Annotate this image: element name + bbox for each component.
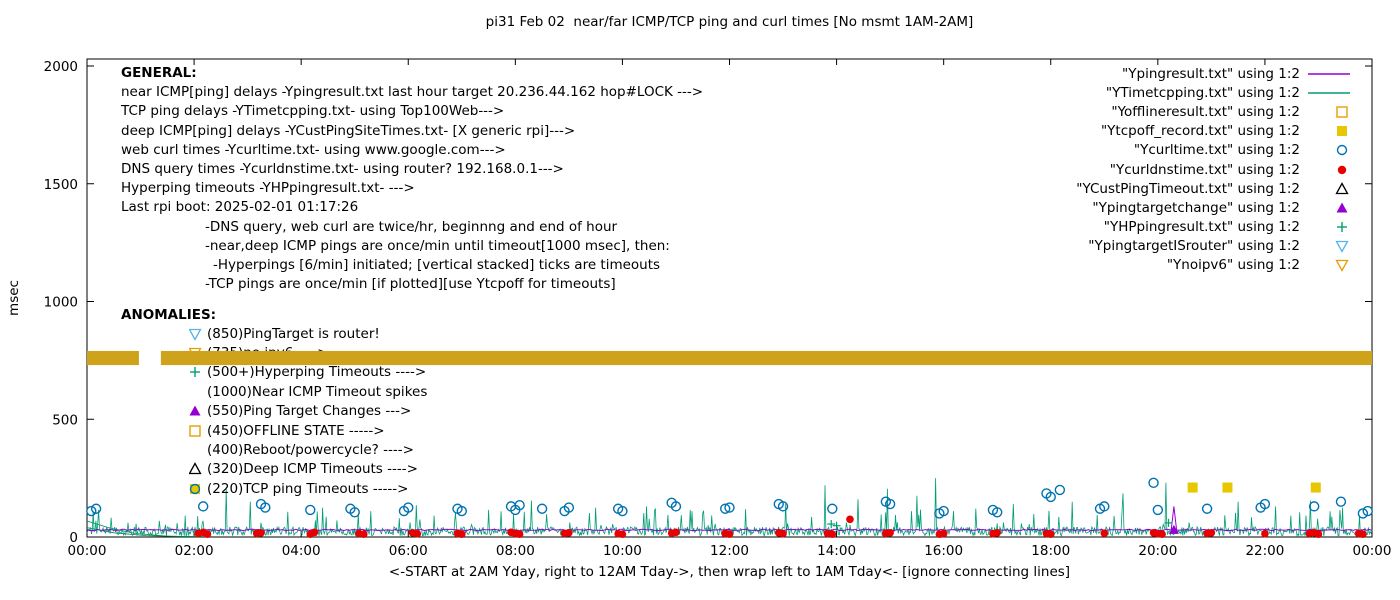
tcp-timeout-square — [1187, 482, 1198, 493]
dns-time-point — [1207, 528, 1216, 537]
dns-time-point — [846, 515, 854, 524]
x-tick-label: 14:00 — [817, 543, 856, 559]
curl-time-point — [938, 505, 949, 517]
curl-time-point — [827, 503, 838, 514]
curl-time-point — [349, 507, 360, 518]
tcp-timeout-square — [1222, 482, 1233, 493]
dns-time-point — [1261, 529, 1269, 538]
curl-time-point — [992, 507, 1003, 518]
dns-time-point — [939, 529, 948, 538]
dns-time-point — [618, 530, 627, 538]
dns-time-point — [1359, 530, 1367, 538]
curl-time-point — [1152, 504, 1164, 516]
dns-time-point — [515, 530, 524, 538]
x-tick-label: 04:00 — [282, 543, 321, 559]
dns-time-point — [310, 528, 319, 537]
x-tick-label: 12:00 — [710, 543, 749, 559]
dns-time-point — [457, 530, 466, 538]
x-tick-label: 10:00 — [603, 543, 642, 559]
curl-time-point — [536, 503, 548, 514]
x-tick-label: 16:00 — [924, 543, 963, 559]
connector-line — [86, 527, 211, 537]
y-tick-label: 0 — [69, 530, 78, 546]
curl-time-point — [1308, 501, 1320, 512]
y-tick-label: 1500 — [44, 177, 78, 193]
dns-time-point — [1046, 530, 1055, 538]
dns-time-point — [828, 530, 837, 538]
x-tick-label: 22:00 — [1245, 543, 1284, 559]
curl-time-point — [1259, 498, 1271, 510]
curl-time-point — [86, 505, 97, 517]
x-tick-label: 00:00 — [1353, 543, 1392, 559]
dns-time-point — [1314, 530, 1323, 538]
target-change-point — [1168, 524, 1179, 534]
dns-time-point — [779, 529, 787, 538]
curl-time-point — [563, 502, 575, 513]
dns-time-point — [672, 528, 680, 537]
dns-time-point — [257, 528, 265, 537]
curl-time-point — [720, 503, 731, 514]
y-tick-label: 1000 — [44, 295, 78, 311]
curl-time-point — [514, 500, 525, 511]
x-tick-label: 20:00 — [1138, 543, 1177, 559]
curl-time-point — [197, 501, 209, 512]
curl-time-point — [1362, 505, 1373, 517]
dns-time-point — [203, 530, 212, 538]
curl-time-point — [1357, 508, 1369, 519]
curl-time-point — [260, 502, 271, 513]
x-tick-label: 06:00 — [389, 543, 428, 559]
curl-time-point — [403, 502, 414, 513]
dns-time-point — [725, 530, 734, 538]
x-tick-label: 08:00 — [496, 543, 535, 559]
x-tick-label: 02:00 — [175, 543, 214, 559]
dns-time-point — [993, 528, 1002, 537]
curl-time-point — [1099, 501, 1110, 512]
curl-time-point — [1201, 503, 1213, 514]
plot-border — [86, 58, 1373, 538]
x-tick-label: 00:00 — [68, 543, 107, 559]
curl-time-point — [1054, 484, 1066, 496]
curl-time-point — [1148, 477, 1159, 489]
dns-time-point — [886, 528, 894, 537]
curl-time-point — [1335, 496, 1347, 507]
dns-time-point — [1100, 529, 1109, 538]
curl-time-point — [670, 501, 682, 512]
y-tick-label: 500 — [52, 412, 78, 428]
curl-time-point — [456, 505, 467, 517]
dns-time-point — [1158, 530, 1166, 538]
x-tick-label: 18:00 — [1031, 543, 1070, 559]
tcp-timeout-square — [1310, 482, 1321, 493]
curl-time-point — [884, 498, 896, 510]
curl-time-point — [724, 502, 735, 513]
curl-time-point — [90, 503, 102, 514]
dns-time-point — [413, 529, 422, 538]
y-tick-label: 2000 — [44, 59, 78, 75]
curl-time-point — [305, 504, 316, 516]
dns-time-point — [360, 530, 368, 538]
curl-time-point — [617, 505, 628, 517]
curl-time-point — [777, 501, 789, 512]
dns-time-point — [565, 528, 573, 537]
curl-time-point — [1045, 491, 1056, 503]
